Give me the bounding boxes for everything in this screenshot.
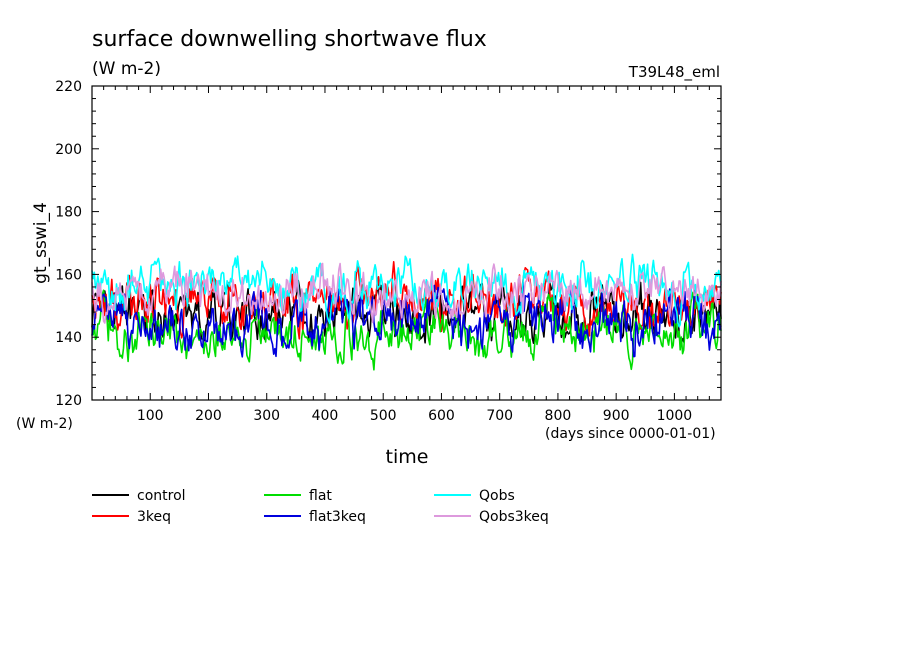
legend: control 3keq flat flat3keq Qobs Qobs3keq [92, 488, 549, 525]
legend-label: 3keq [137, 509, 171, 525]
x-tick-label: 300 [253, 408, 280, 424]
series-line-control [91, 279, 722, 345]
series-layer [91, 253, 722, 371]
x-axis-label: time [386, 446, 429, 468]
y-axis-unit: (W m-2) [16, 416, 73, 432]
series-line-flat3keq [91, 281, 722, 358]
chart-subtitle: (W m-2) [92, 59, 161, 79]
run-label: T39L48_eml [628, 63, 720, 82]
chart-title: surface downwelling shortwave flux [92, 27, 487, 52]
x-tick-label: 100 [137, 408, 164, 424]
legend-label: flat [309, 488, 332, 504]
x-tick-label: 400 [312, 408, 339, 424]
x-tick-label: 600 [428, 408, 455, 424]
legend-label: Qobs [479, 488, 515, 504]
series-line-qobs3keq [91, 262, 722, 324]
x-tick-label: 500 [370, 408, 397, 424]
x-tick-label: 900 [603, 408, 630, 424]
y-tick-label: 160 [55, 267, 82, 283]
legend-label: flat3keq [309, 509, 366, 525]
y-tick-label: 140 [55, 330, 82, 346]
x-axis-unit: (days since 0000-01-01) [545, 426, 716, 442]
x-tick-label: 1000 [657, 408, 693, 424]
y-tick-label: 120 [55, 393, 82, 409]
y-axis-label: gt_sswi_4 [31, 202, 51, 284]
x-tick-label: 800 [545, 408, 572, 424]
legend-label: Qobs3keq [479, 509, 549, 525]
series-line-flat [91, 289, 722, 371]
y-tick-label: 220 [55, 79, 82, 95]
y-tick-label: 180 [55, 205, 82, 221]
legend-label: control [137, 488, 186, 504]
y-tick-label: 200 [55, 142, 82, 158]
x-tick-label: 200 [195, 408, 222, 424]
x-tick-label: 700 [486, 408, 513, 424]
ticks-layer: 100 200 300 400 500 600 700 800 900 1000 120 140 160… [55, 79, 721, 424]
